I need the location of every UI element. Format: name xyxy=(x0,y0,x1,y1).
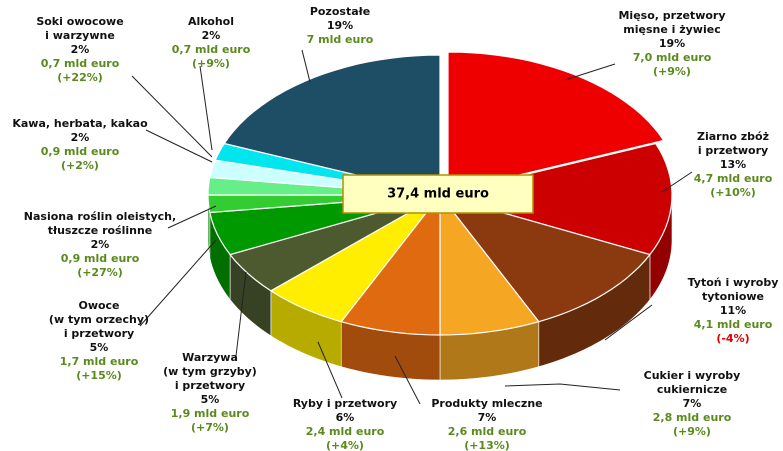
slice-name: i przetwory xyxy=(698,144,768,157)
slice-name: Alkohol xyxy=(188,15,234,28)
leader-line xyxy=(301,49,311,83)
slice-percent: 11% xyxy=(720,304,746,317)
leader-line xyxy=(199,65,213,151)
total-box xyxy=(342,174,534,214)
slice-amount: 7,0 mld euro xyxy=(633,51,712,64)
slice-change: (+22%) xyxy=(57,71,103,84)
leader-line xyxy=(604,304,653,341)
slice-name: Tytoń i wyroby xyxy=(688,276,779,289)
slice-name: Produkty mleczne xyxy=(431,397,542,410)
slice-percent: 5% xyxy=(201,393,220,406)
slice-amount: 7 mld euro xyxy=(307,33,374,46)
slice-change: (+15%) xyxy=(76,369,122,382)
slice-percent: 7% xyxy=(478,411,497,424)
slice-name: i przetwory xyxy=(64,327,134,340)
leader-line xyxy=(131,75,213,158)
slice-name: tłuszcze roślinne xyxy=(48,224,153,237)
slice-change: (+13%) xyxy=(464,439,510,451)
slice-name: cukiernicze xyxy=(657,383,727,396)
slice-percent: 2% xyxy=(202,29,221,42)
slice-amount: 0,9 mld euro xyxy=(41,145,120,158)
slice-percent: 13% xyxy=(720,158,746,171)
total-label: 37,4 mld euro xyxy=(387,187,489,202)
slice-name: Ziarno zbóż xyxy=(697,130,769,143)
leader-line xyxy=(145,129,213,163)
slice-name: (w tym grzyby) xyxy=(163,365,257,378)
slice-percent: 19% xyxy=(659,37,685,50)
slice xyxy=(439,193,540,336)
slice-name: (w tym orzechy) xyxy=(49,313,149,326)
slice-amount: 0,7 mld euro xyxy=(41,57,120,70)
slice-change: (-4%) xyxy=(716,332,749,345)
leader-line xyxy=(235,271,247,357)
slice-name: Ryby i przetwory xyxy=(293,397,397,410)
slice-amount: 2,8 mld euro xyxy=(653,411,732,424)
slice-change: (+7%) xyxy=(191,421,229,434)
leader-line xyxy=(317,341,343,399)
slice-change: (+27%) xyxy=(77,266,123,279)
slice-percent: 6% xyxy=(336,411,355,424)
slice xyxy=(229,194,441,292)
slice-amount: 1,7 mld euro xyxy=(60,355,139,368)
slice-amount: 2,4 mld euro xyxy=(306,425,385,438)
slice xyxy=(340,193,441,336)
slice-percent: 2% xyxy=(71,43,90,56)
slice-name: mięsne i żywiec xyxy=(623,23,720,36)
leader-line xyxy=(661,171,693,193)
slice-percent: 2% xyxy=(71,131,90,144)
slice-change: (+4%) xyxy=(326,439,364,451)
leader-line xyxy=(167,205,217,229)
slice-name: Soki owocowe xyxy=(36,15,123,28)
slice xyxy=(269,194,441,323)
slice-change: (+9%) xyxy=(673,425,711,438)
slice-amount: 0,9 mld euro xyxy=(61,252,140,265)
slice-percent: 19% xyxy=(327,19,353,32)
slice-name: Cukier i wyroby xyxy=(644,369,741,382)
slice-name: i przetwory xyxy=(175,379,245,392)
slice-percent: 5% xyxy=(90,341,109,354)
slice-name: Nasiona roślin oleistych, xyxy=(24,210,176,223)
slice xyxy=(438,193,651,323)
slice-name: i warzywne xyxy=(45,29,115,42)
slice-amount: 4,1 mld euro xyxy=(694,318,773,331)
slice-name: Pozostałe xyxy=(310,5,370,18)
slice-change: (+9%) xyxy=(192,57,230,70)
leader-line xyxy=(504,383,621,391)
slice-name: Kawa, herbata, kakao xyxy=(12,117,148,130)
slice-name: Mięso, przetwory xyxy=(618,9,725,22)
slice-amount: 4,7 mld euro xyxy=(694,172,773,185)
leader-line xyxy=(564,63,616,81)
slice-percent: 2% xyxy=(91,238,110,251)
slice-amount: 2,6 mld euro xyxy=(448,425,527,438)
slice-name: tytoniowe xyxy=(702,290,764,303)
leader-line xyxy=(139,239,217,327)
slice-change: (+2%) xyxy=(61,159,99,172)
leader-line xyxy=(394,355,421,405)
slice xyxy=(437,142,673,256)
slice-name: Owoce xyxy=(78,299,119,312)
slice-change: (+10%) xyxy=(710,186,756,199)
slice-amount: 1,9 mld euro xyxy=(171,407,250,420)
slice-percent: 7% xyxy=(683,397,702,410)
slice-amount: 0,7 mld euro xyxy=(172,43,251,56)
slice-name: Warzywa xyxy=(182,351,238,364)
slice-change: (+9%) xyxy=(653,65,691,78)
